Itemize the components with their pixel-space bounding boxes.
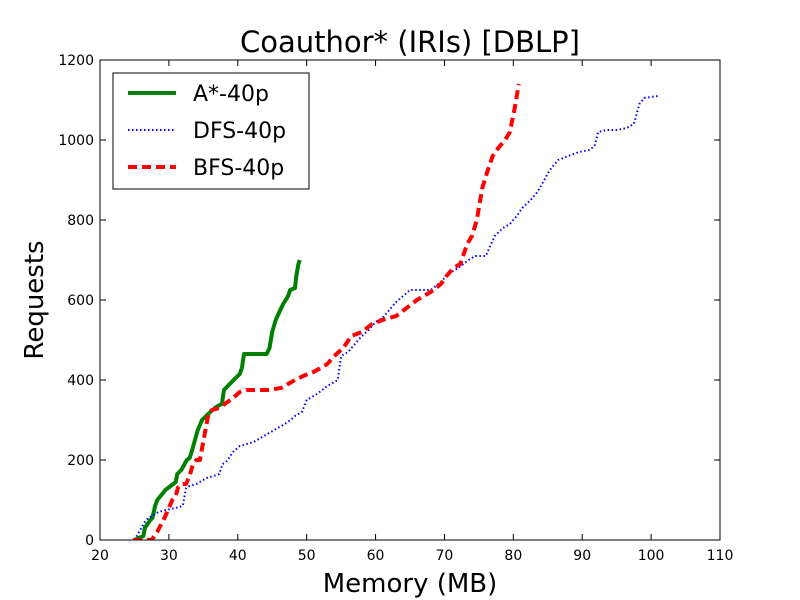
y-axis-label: Requests xyxy=(20,240,50,359)
series-line-1 xyxy=(133,259,302,540)
y-tick-label-2: 200 xyxy=(67,453,94,469)
axes: 20 30 40 50 60 70 80 90 100 110 0 200 400 600 800 1000 1… xyxy=(58,53,733,564)
chart-title: Coauthor* (IRIs) [DBLP] xyxy=(240,25,580,59)
x-tick-label-7: 80 xyxy=(504,548,522,564)
legend-label-2: DFS-40p xyxy=(193,119,286,144)
y-tick-label-4: 600 xyxy=(67,293,94,309)
y-tick-label-6: 1000 xyxy=(58,133,94,149)
x-tick-label-3: 40 xyxy=(229,548,247,564)
legend-label-3: BFS-40p xyxy=(193,156,284,181)
legend: A*-40p DFS-40p BFS-40p xyxy=(112,72,310,190)
series-line-2 xyxy=(133,95,659,540)
y-tick-label-7: 1200 xyxy=(58,53,94,69)
y-tick-label-5: 800 xyxy=(67,213,94,229)
x-tick-label-9: 100 xyxy=(638,548,665,564)
y-tick-label-1: 0 xyxy=(85,533,94,549)
x-tick-label-10: 110 xyxy=(707,548,734,564)
x-tick-label-6: 70 xyxy=(436,548,454,564)
x-tick-label-5: 60 xyxy=(367,548,385,564)
x-tick-label-2: 30 xyxy=(160,548,178,564)
x-axis-label: Memory (MB) xyxy=(323,569,498,599)
x-tick-label-1: 20 xyxy=(91,548,109,564)
plot-area xyxy=(133,83,659,540)
x-tick-label-8: 90 xyxy=(573,548,591,564)
x-tick-label-4: 50 xyxy=(298,548,316,564)
legend-label-1: A*-40p xyxy=(193,82,269,107)
y-tick-label-3: 400 xyxy=(67,373,94,389)
